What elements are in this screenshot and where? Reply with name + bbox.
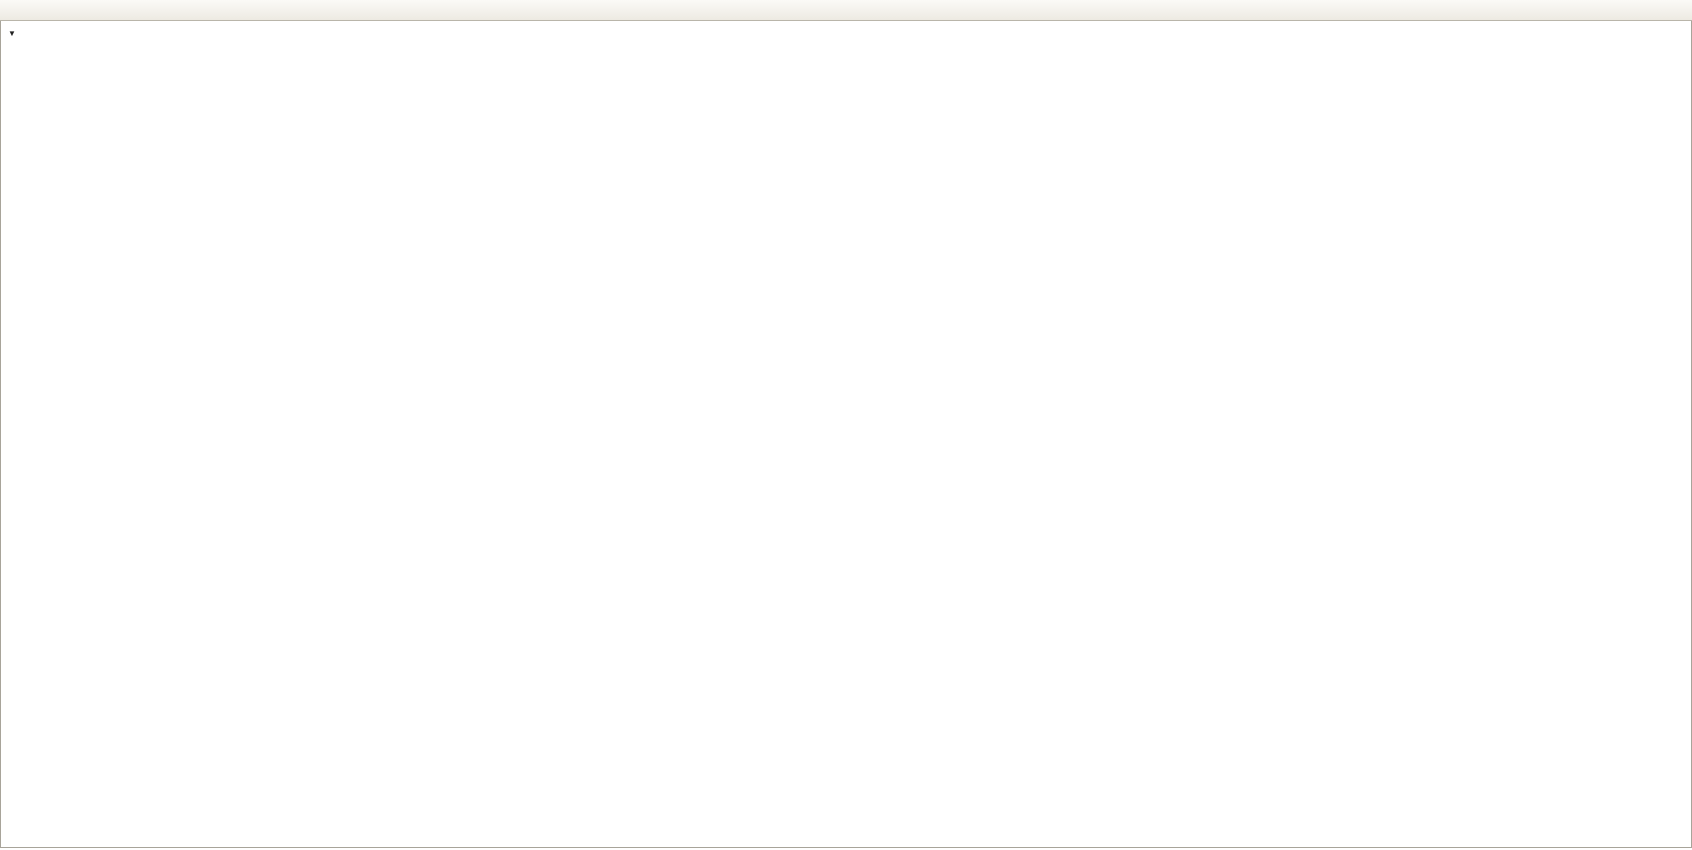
chevron-down-icon[interactable]: ▼ [8, 29, 16, 38]
chart-canvas[interactable] [0, 20, 1692, 850]
toolbar [0, 0, 1692, 21]
chart-title: ▼ [8, 28, 19, 40]
rsi-pane-header [8, 723, 11, 735]
macd-pane-header [8, 597, 14, 609]
chart-window: ▼ [0, 20, 1692, 850]
